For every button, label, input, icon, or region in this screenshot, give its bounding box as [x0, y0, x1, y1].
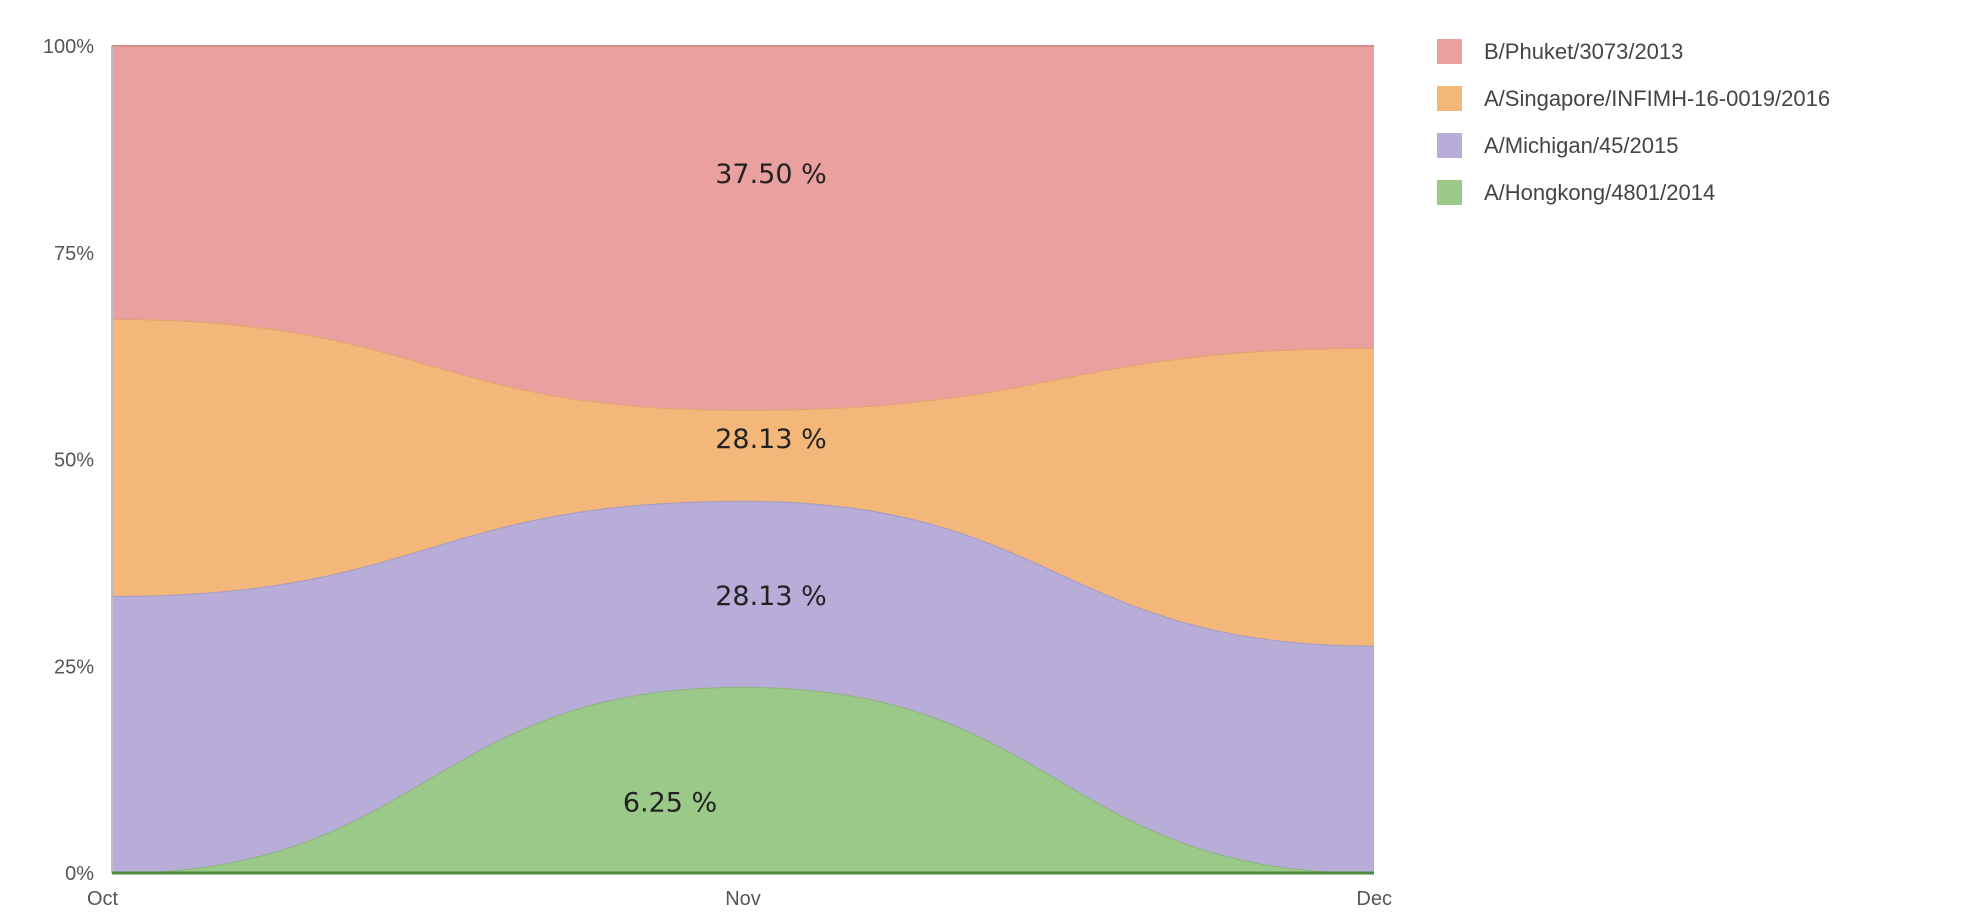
legend-swatch	[1437, 86, 1462, 111]
legend-item[interactable]: A/Singapore/INFIMH-16-0019/2016	[1437, 75, 1830, 122]
area-series	[112, 500, 1374, 873]
area-series	[112, 318, 1374, 646]
legend-swatch	[1437, 39, 1462, 64]
legend-item[interactable]: B/Phuket/3073/2013	[1437, 28, 1830, 75]
y-tick-label: 25%	[54, 656, 94, 678]
y-tick-label: 75%	[54, 243, 94, 265]
data-label: 37.50 %	[715, 159, 827, 190]
area-series	[112, 686, 1374, 873]
legend-item[interactable]: A/Hongkong/4801/2014	[1437, 169, 1830, 216]
legend: B/Phuket/3073/2013 A/Singapore/INFIMH-16…	[1437, 28, 1830, 216]
y-tick-label: 100%	[43, 36, 94, 58]
area-series	[112, 46, 1374, 410]
x-tick-label: Nov	[725, 888, 761, 910]
y-tick-label: 50%	[54, 450, 94, 472]
legend-label: A/Hongkong/4801/2014	[1484, 179, 1716, 205]
legend-item[interactable]: A/Michigan/45/2015	[1437, 122, 1830, 169]
legend-label: B/Phuket/3073/2013	[1484, 38, 1684, 64]
legend-label: A/Singapore/INFIMH-16-0019/2016	[1484, 85, 1831, 111]
y-tick-label: 0%	[65, 863, 94, 885]
legend-swatch	[1437, 180, 1462, 205]
data-label: 6.25 %	[623, 788, 717, 819]
legend-label: A/Michigan/45/2015	[1484, 132, 1679, 158]
legend-swatch	[1437, 133, 1462, 158]
x-tick-label: Dec	[1356, 888, 1392, 910]
data-label: 28.13 %	[715, 424, 827, 455]
data-label: 28.13 %	[715, 581, 827, 612]
x-tick-label: Oct	[87, 888, 119, 910]
